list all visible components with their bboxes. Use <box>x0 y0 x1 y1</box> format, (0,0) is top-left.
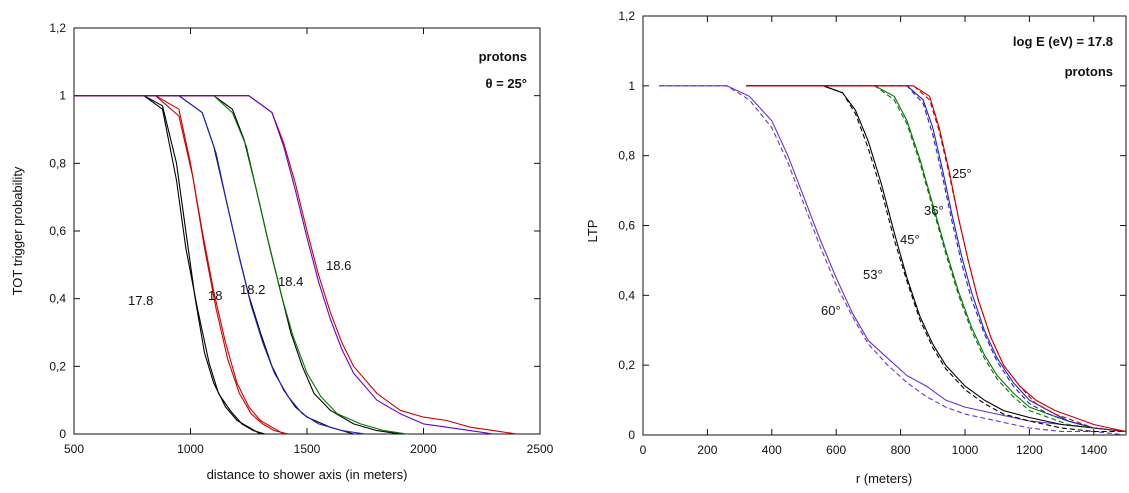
left-x-axis-title: distance to shower axis (in meters) <box>207 467 408 482</box>
right-x-tick-label-4: 800 <box>891 443 911 457</box>
left-y-tick-label-4: 0,8 <box>49 156 66 170</box>
left-series-line-0 <box>74 95 261 435</box>
left-series-line-3 <box>74 95 289 435</box>
right-x-tick-label-7: 1400 <box>1080 443 1107 457</box>
left-annotation-theta: θ = 25° <box>485 76 527 91</box>
left-series-line-5 <box>74 95 366 435</box>
right-curve-label-25: 25° <box>952 166 972 181</box>
left-y-tick-label-0: 0 <box>59 427 66 441</box>
right-y-tick-labels: 0 0,2 0,4 0,6 0,8 1 1,2 <box>618 9 635 442</box>
right-curve-label-53: 53° <box>863 267 883 282</box>
right-series-line-1 <box>659 85 1127 436</box>
right-curve-label-60: 60° <box>821 303 841 318</box>
left-series-line-7 <box>74 95 408 435</box>
right-y-tick-label-4: 0,8 <box>618 149 635 163</box>
left-y-axis-title: TOT trigger probability <box>10 166 25 295</box>
left-curve-label-18-2: 18.2 <box>240 282 265 297</box>
left-curve-label-18: 18 <box>208 288 222 303</box>
left-y-tick-label-3: 0,6 <box>49 224 66 238</box>
right-series-line-3 <box>746 85 1126 433</box>
left-series-line-8 <box>74 95 517 435</box>
right-series-line-9 <box>746 85 1127 433</box>
right-y-tick-label-2: 0,4 <box>618 288 635 302</box>
right-y-tick-label-3: 0,6 <box>618 219 635 233</box>
left-y-tick-label-5: 1 <box>59 89 66 103</box>
left-series-group <box>74 95 517 435</box>
right-x-tick-label-2: 400 <box>762 443 782 457</box>
left-annotation-protons: protons <box>479 49 527 64</box>
right-x-axis-title: r (meters) <box>856 471 912 486</box>
right-y-tick-label-0: 0 <box>628 428 635 442</box>
left-x-tick-label-0: 500 <box>64 442 84 456</box>
right-y-tick-label-5: 1 <box>628 79 635 93</box>
right-x-tick-label-1: 200 <box>697 443 717 457</box>
right-curve-label-36: 36° <box>924 203 944 218</box>
left-x-tick-label-1: 1000 <box>177 442 204 456</box>
left-x-tick-labels: 500 1000 1500 2000 2500 <box>64 442 554 456</box>
right-x-tick-label-6: 1200 <box>1016 443 1043 457</box>
right-x-tick-label-5: 1000 <box>952 443 979 457</box>
left-series-line-9 <box>74 95 494 435</box>
right-y-axis-title: LTP <box>585 220 600 243</box>
right-x-tick-label-3: 600 <box>826 443 846 457</box>
left-series-line-2 <box>74 95 284 435</box>
left-y-tick-label-1: 0,2 <box>49 359 66 373</box>
left-x-tick-label-4: 2500 <box>527 442 554 456</box>
right-axis-ticks <box>642 15 1126 436</box>
left-x-tick-label-2: 1500 <box>294 442 321 456</box>
left-chart: 500 1000 1500 2000 2500 0 0,2 0,4 0,6 0,8 1 1,2 di… <box>10 21 554 482</box>
right-annotation-energy: log E (eV) = 17.8 <box>1013 34 1113 49</box>
right-x-tick-labels: 0 200 400 600 800 1000 1200 1400 <box>640 443 1108 457</box>
right-x-tick-label-0: 0 <box>640 443 647 457</box>
left-y-tick-label-2: 0,4 <box>49 292 66 306</box>
right-series-line-7 <box>746 85 1127 433</box>
left-y-tick-labels: 0 0,2 0,4 0,6 0,8 1 1,2 <box>49 21 66 441</box>
right-series-line-2 <box>746 85 1127 433</box>
right-annotation-protons: protons <box>1065 64 1113 79</box>
left-series-line-1 <box>74 95 266 435</box>
right-chart: 0 200 400 600 800 1000 1200 1400 0 0,2 0,4 0,6 0,8 1… <box>585 9 1127 486</box>
left-curve-label-18-4: 18.4 <box>278 274 303 289</box>
right-series-line-5 <box>746 85 1127 433</box>
left-curve-label-18-6: 18.6 <box>326 258 351 273</box>
right-y-tick-label-1: 0,2 <box>618 358 635 372</box>
left-curve-label-17-8: 17.8 <box>128 293 153 308</box>
right-series-group <box>659 85 1127 436</box>
left-x-tick-label-3: 2000 <box>410 442 437 456</box>
left-y-tick-label-6: 1,2 <box>49 21 66 35</box>
right-curve-label-45: 45° <box>900 232 920 247</box>
right-y-tick-label-6: 1,2 <box>618 9 635 23</box>
